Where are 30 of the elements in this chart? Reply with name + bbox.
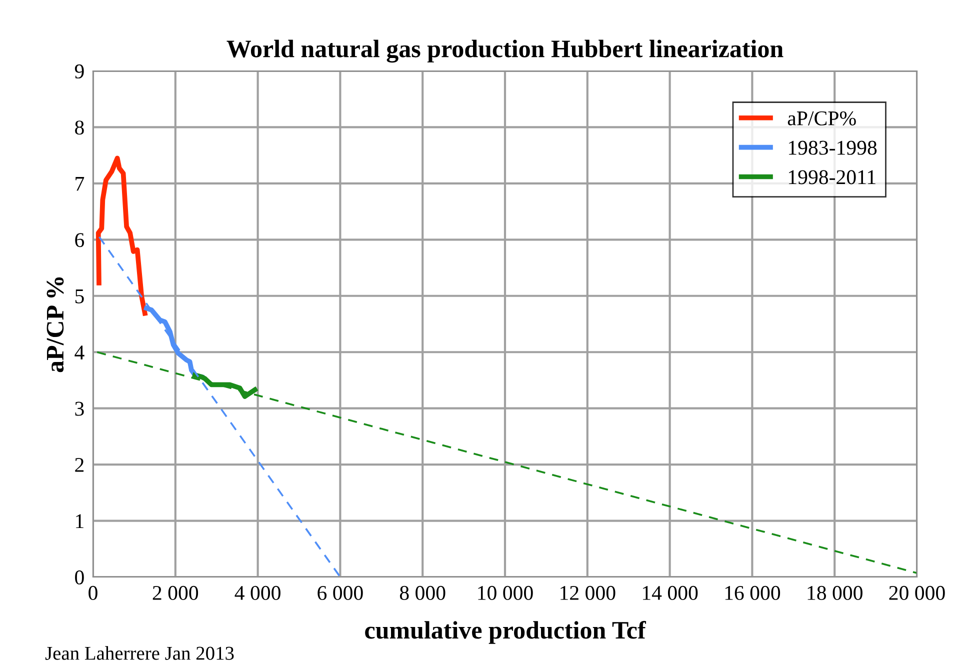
text: Jean Laherrere Jan 2013 (45, 646, 234, 660)
x-axis-title: cumulative production Tcf (365, 620, 646, 644)
y-tick-label: 2 (75, 458, 84, 472)
x-tick-label: 20 000 (889, 586, 945, 600)
x-tick-label: 18 000 (808, 586, 862, 600)
legend-label: 1983-1998 (788, 140, 877, 155)
y-tick-label: 4 (74, 346, 84, 360)
y-tick-label: 6 (75, 233, 84, 248)
line-series (192, 372, 258, 399)
y-tick-label: 0 (75, 570, 84, 584)
x-tick-label: 10 000 (478, 586, 533, 600)
x-tick-label: 16 000 (725, 586, 780, 600)
y-tick-label: 9 (74, 64, 84, 78)
x-tick-label: 0 (88, 586, 98, 600)
y-tick-label: 7 (76, 177, 84, 191)
y-tick-label: 5 (75, 289, 84, 304)
x-tick-label: 12 000 (560, 586, 616, 600)
legend-label: 1998-2011 (788, 170, 876, 184)
y-tick-label: 8 (75, 120, 84, 135)
chart-title: World natural gas production Hubbert linearization (226, 40, 784, 63)
x-tick-label: 6 000 (318, 586, 363, 600)
y-tick-label: 1 (76, 514, 84, 528)
line-series (96, 156, 148, 316)
x-tick-label: 14 000 (642, 586, 698, 600)
x-tick-label: 8 000 (400, 586, 446, 600)
y-tick-label: 3 (75, 402, 84, 416)
x-tick-label: 2 000 (152, 586, 198, 600)
legend-label: aP/CP% (788, 111, 856, 126)
y-axis-title: aP/CP % (46, 277, 64, 372)
x-tick-label: 4 000 (234, 586, 280, 600)
